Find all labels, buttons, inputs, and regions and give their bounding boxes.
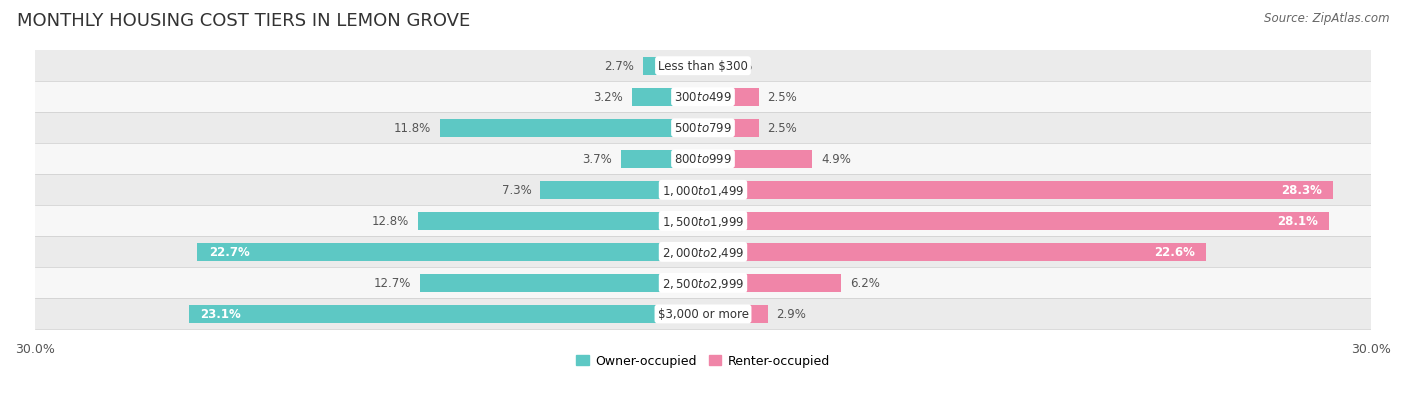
Text: $2,500 to $2,999: $2,500 to $2,999 [662,276,744,290]
Bar [35,51,1371,82]
Bar [35,237,1371,268]
Bar [35,299,1371,330]
Bar [643,57,703,76]
Bar [188,305,703,323]
Bar [440,119,703,138]
Bar [35,268,1371,299]
Bar [35,113,1371,144]
Text: 11.8%: 11.8% [394,122,432,135]
Text: 3.7%: 3.7% [582,153,612,166]
Text: $3,000 or more: $3,000 or more [658,308,748,320]
Text: 2.5%: 2.5% [768,91,797,104]
Bar [703,243,1206,261]
Bar [703,305,768,323]
Bar [703,150,813,169]
Text: 4.9%: 4.9% [821,153,851,166]
Text: 3.2%: 3.2% [593,91,623,104]
Bar [35,144,1371,175]
Bar [418,212,703,230]
Text: $1,500 to $1,999: $1,500 to $1,999 [662,214,744,228]
Text: 28.3%: 28.3% [1281,184,1322,197]
Text: $1,000 to $1,499: $1,000 to $1,499 [662,183,744,197]
Text: 6.2%: 6.2% [851,277,880,290]
Bar [35,175,1371,206]
Bar [703,88,759,107]
Bar [703,57,706,76]
Text: 22.6%: 22.6% [1154,246,1195,259]
Text: $800 to $999: $800 to $999 [673,153,733,166]
Text: MONTHLY HOUSING COST TIERS IN LEMON GROVE: MONTHLY HOUSING COST TIERS IN LEMON GROV… [17,12,470,30]
Text: 7.3%: 7.3% [502,184,531,197]
Text: 2.9%: 2.9% [776,308,807,320]
Bar [703,181,1333,199]
Text: 2.7%: 2.7% [605,60,634,73]
Text: 12.8%: 12.8% [371,215,409,228]
Bar [631,88,703,107]
Bar [540,181,703,199]
Text: 0.14%: 0.14% [716,60,752,73]
Bar [703,274,841,292]
Bar [35,82,1371,113]
Text: 12.7%: 12.7% [374,277,412,290]
Bar [197,243,703,261]
Text: Source: ZipAtlas.com: Source: ZipAtlas.com [1264,12,1389,25]
Text: 22.7%: 22.7% [208,246,249,259]
Bar [35,206,1371,237]
Text: $2,000 to $2,499: $2,000 to $2,499 [662,245,744,259]
Bar [420,274,703,292]
Text: $300 to $499: $300 to $499 [673,91,733,104]
Text: 2.5%: 2.5% [768,122,797,135]
Text: 23.1%: 23.1% [200,308,240,320]
Text: 28.1%: 28.1% [1277,215,1317,228]
Legend: Owner-occupied, Renter-occupied: Owner-occupied, Renter-occupied [571,349,835,372]
Bar [703,119,759,138]
Text: $500 to $799: $500 to $799 [673,122,733,135]
Text: Less than $300: Less than $300 [658,60,748,73]
Bar [703,212,1329,230]
Bar [620,150,703,169]
